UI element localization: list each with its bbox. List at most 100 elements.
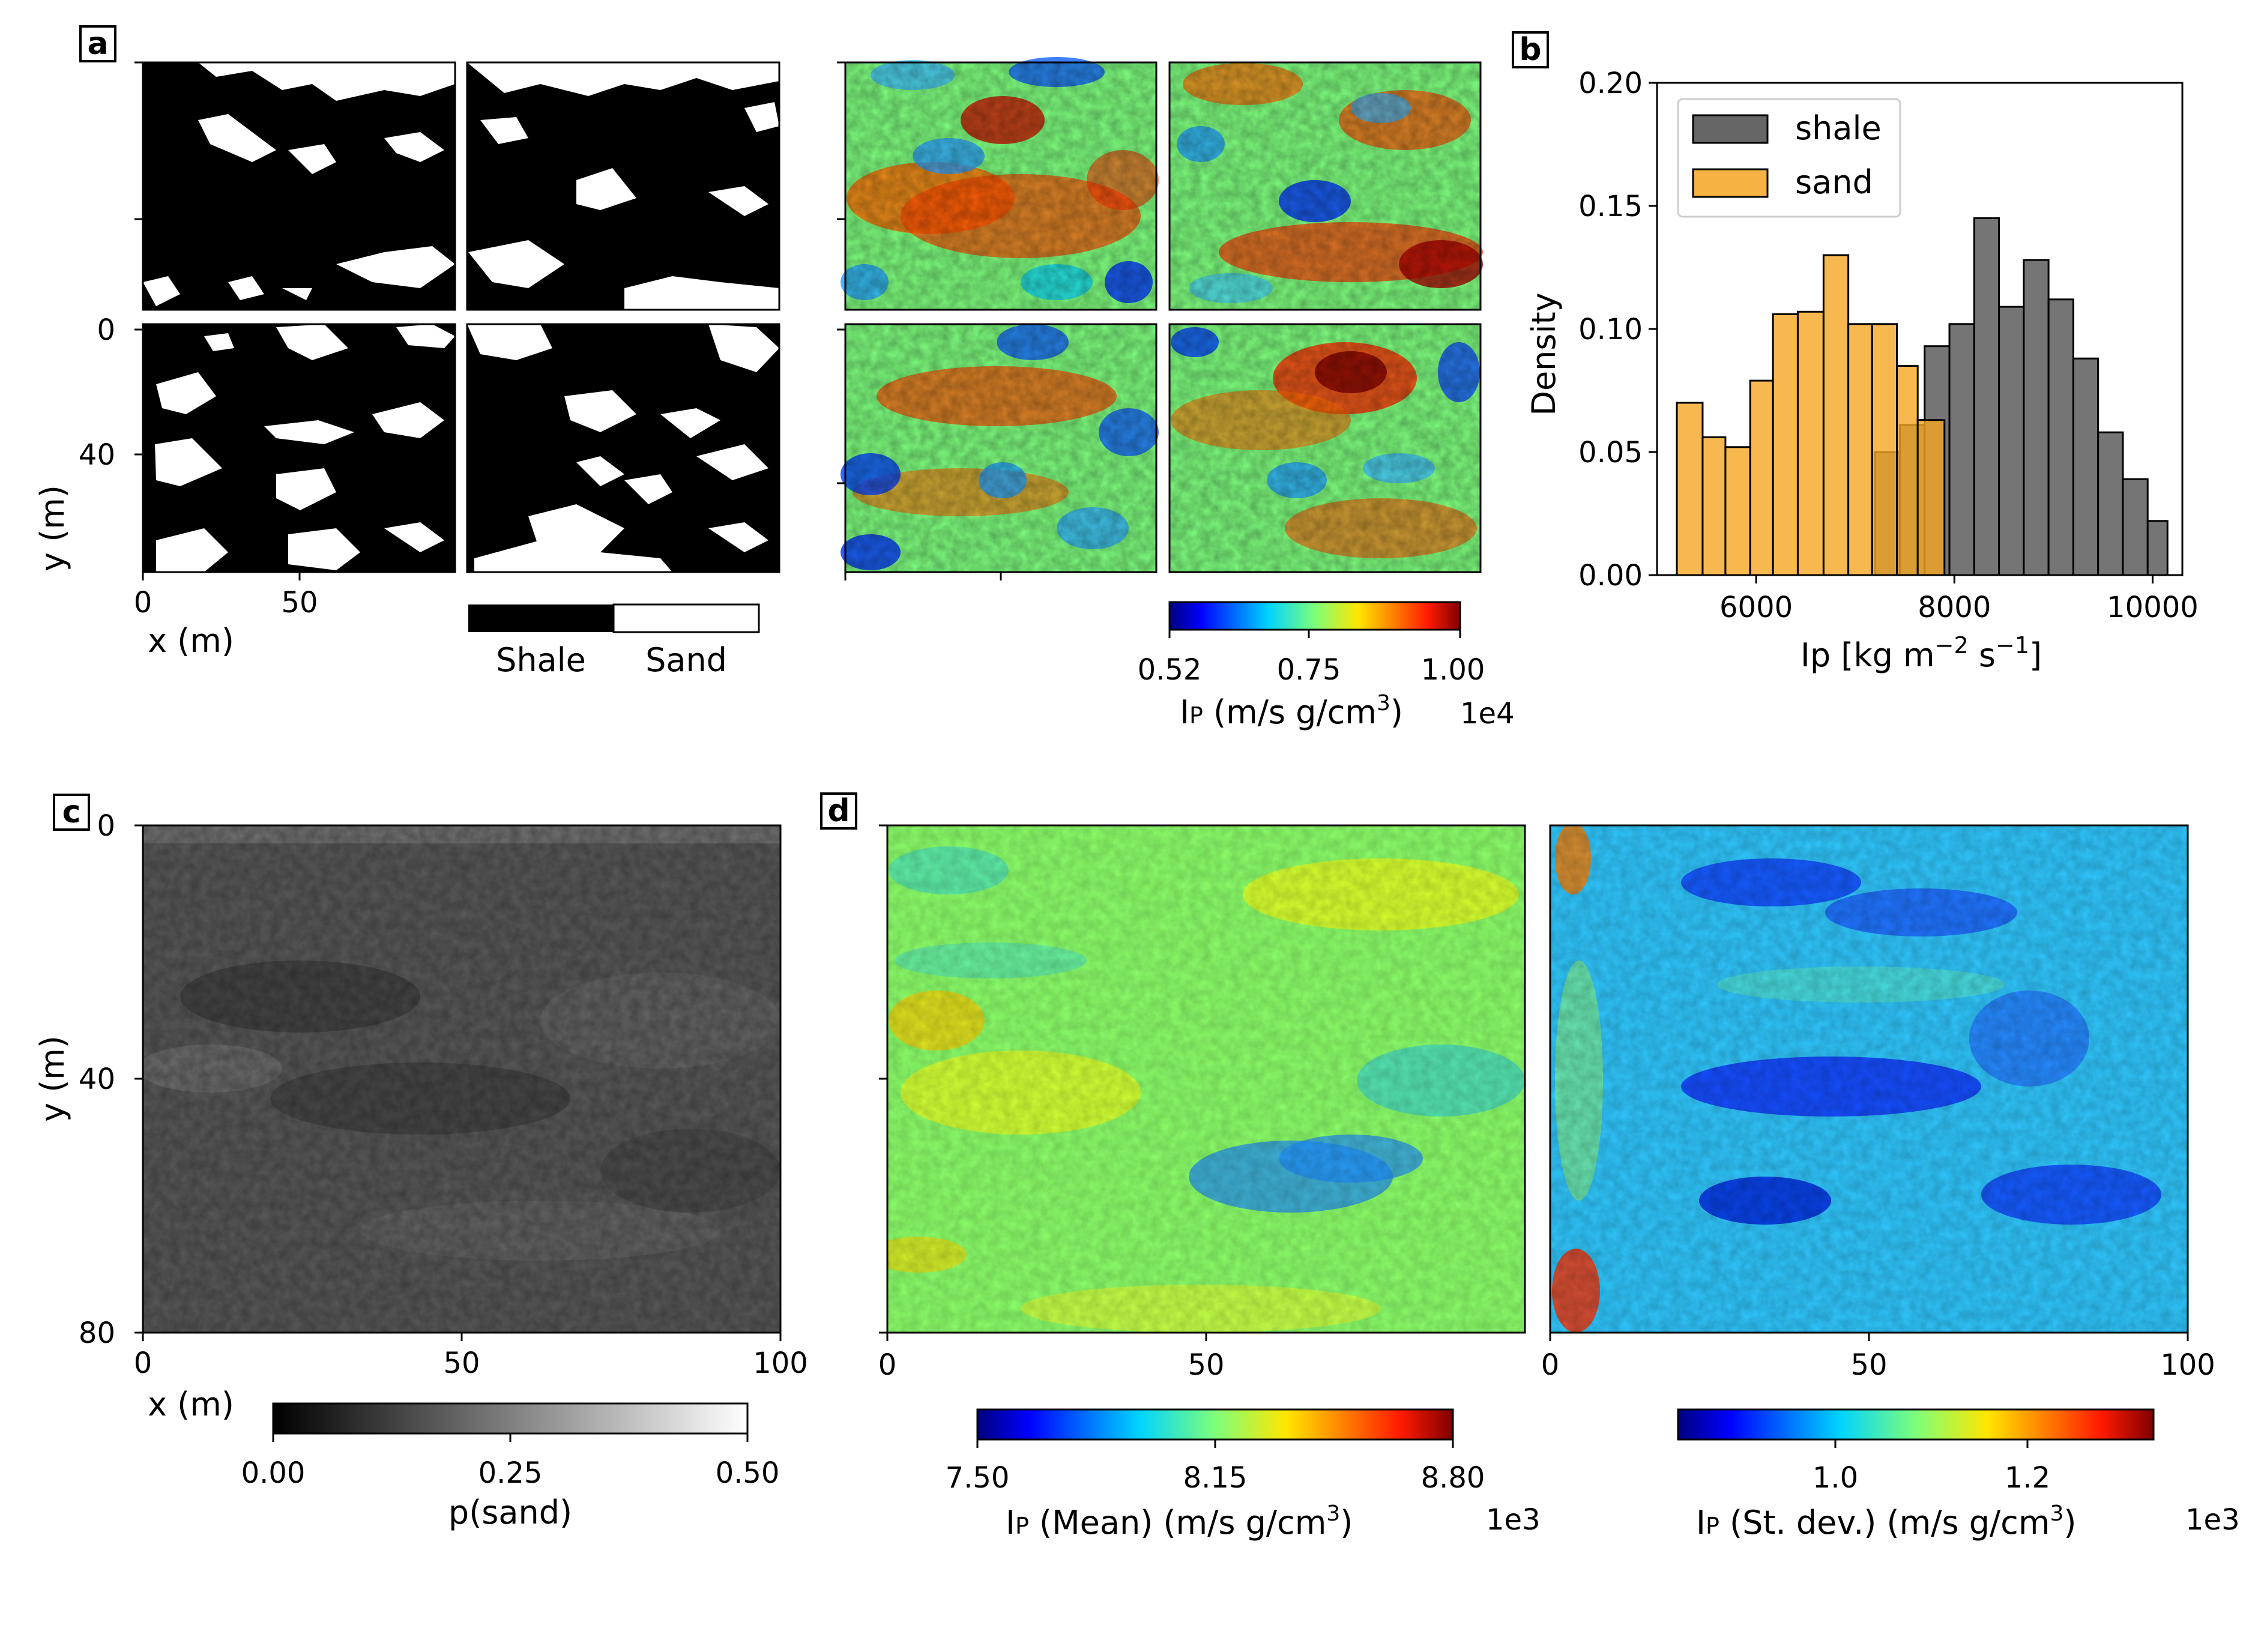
panel-b-letter: b (1519, 32, 1541, 68)
legend-sand-swatch (1692, 168, 1769, 198)
ip-mean-colorbar-tick-1: 8.15 (1183, 1461, 1248, 1495)
histogram-bar-shale (1998, 306, 2025, 576)
ip-std-colorbar-tick-1: 1.2 (2005, 1461, 2050, 1495)
histogram-legend: shale sand (1677, 98, 1901, 218)
panel-c-ylabel: y (m) (34, 1036, 71, 1122)
histogram-ylabel: Density (1525, 292, 1563, 415)
panel-d-std-xtick-100: 100 (2160, 1348, 2215, 1382)
psand-colorbar-tick-0: 0.00 (241, 1456, 306, 1490)
histogram-ytick-label: 0.15 (1578, 190, 1643, 223)
panel-a-ylabel: y (m) (34, 485, 71, 571)
histogram-ytick-label: 0.05 (1578, 436, 1643, 469)
ip-colorbar-label: IP (m/s g/cm3) (1180, 691, 1403, 731)
histogram-bar-shale (2146, 520, 2169, 576)
panel-b-label-box (1512, 31, 1549, 68)
facies-realization-2 (467, 62, 779, 310)
ip-std-colorbar-offset: 1e3 (2185, 1503, 2240, 1537)
ip-mean-colorbar-offset: 1e3 (1486, 1503, 1541, 1537)
facies-realization-3 (143, 324, 455, 572)
panel-a-xtick-50: 50 (281, 586, 318, 620)
histogram-bar-shale (1973, 217, 2000, 576)
shale-swatch (468, 604, 614, 632)
panel-a-xlabel: x (m) (148, 622, 234, 660)
panel-d-letter: d (827, 793, 850, 829)
histogram-bar-shale (2072, 357, 2099, 576)
psand-colorbar: 0.00 0.25 0.50 p(sand) (241, 1402, 780, 1531)
panel-a-label-box (79, 25, 116, 62)
histogram-y-axis: 0.00 0.05 0.10 0.15 0.20 (1578, 67, 1657, 592)
panel-a: a (34, 25, 1515, 731)
histogram-bar-sand (1847, 323, 1873, 576)
panel-d-mean-xtick-50: 50 (1188, 1348, 1224, 1382)
ip-colorbar-offset: 1e4 (1460, 697, 1515, 731)
panel-c-letter: c (62, 794, 81, 830)
histogram-xlabel: Ip [kg m−2 s−1] (1801, 632, 2042, 674)
panel-a-letter: a (87, 26, 108, 62)
panel-c-ytick-40: 40 (79, 1063, 115, 1096)
ip-colorbar: 0.52 0.75 1.00 IP (m/s g/cm3) 1e4 (1138, 601, 1515, 731)
panel-a-xtick-0: 0 (134, 586, 152, 620)
histogram-bar-sand (1871, 323, 1898, 576)
panel-d-label-box (820, 792, 857, 830)
histogram-bar-shale (2122, 478, 2149, 576)
ip-std-colorbar-label: IP (St. dev.) (m/s g/cm3) (1696, 1501, 2076, 1542)
panel-a-x-axis: 0 50 x (m) (134, 572, 318, 660)
histogram-x-axis: 6000 8000 10000 (1719, 575, 2199, 624)
shale-legend-label: Shale (496, 641, 586, 679)
histogram-ytick-label: 0.10 (1578, 313, 1643, 346)
histogram-bar-sand (1822, 254, 1850, 576)
panel-c-xtick-0: 0 (134, 1346, 152, 1380)
legend-sand-label: sand (1795, 163, 1873, 201)
panel-a-ytick-40: 40 (79, 438, 115, 472)
panel-d-std-xtick-50: 50 (1850, 1348, 1887, 1382)
ip-std-colorbar-tick-0: 1.0 (1813, 1461, 1858, 1495)
panel-a-y-axis: 0 40 y (m) (34, 61, 143, 571)
ip-realization-4 (1170, 324, 1481, 572)
ip-std-colorbar: 1.0 1.2 IP (St. dev.) (m/s g/cm3) 1e3 (1677, 1408, 2240, 1542)
panel-c: c 0 40 80 y (m) 0 50 100 x (m) (34, 794, 808, 1531)
ip-colorbar-tick-2: 1.00 (1421, 653, 1485, 687)
panel-d-mean-xtick-0: 0 (878, 1348, 897, 1382)
histogram-bar-shale (2047, 298, 2074, 576)
panel-c-xtick-100: 100 (753, 1346, 808, 1380)
ip-colorbar-tick-1: 0.75 (1277, 653, 1341, 687)
histogram-xtick-label: 6000 (1719, 591, 1793, 624)
ip-mean-colorbar-tick-2: 8.80 (1421, 1461, 1485, 1495)
histogram-bar-sand (1896, 365, 1919, 576)
histogram-bar-shale (2097, 431, 2124, 576)
ip-mean-colorbar: 7.50 8.15 8.80 IP (Mean) (m/s g/cm3) 1e3 (946, 1408, 1541, 1542)
ip-std-map (1550, 825, 2188, 1333)
histogram-xtick-label: 10000 (2107, 591, 2199, 624)
ip-realization-2 (1170, 62, 1483, 310)
histogram-bar-shale (2023, 259, 2050, 576)
histogram-bar-sand (1916, 419, 1946, 576)
panel-d-std-xtick-0: 0 (1541, 1348, 1560, 1382)
psand-map (143, 825, 780, 1333)
ip-mean-colorbar-tick-0: 7.50 (946, 1461, 1010, 1495)
panel-c-ytick-80: 80 (79, 1316, 115, 1350)
histogram-bar-sand (1749, 379, 1774, 576)
psand-colorbar-tick-2: 0.50 (716, 1456, 780, 1490)
psand-colorbar-tick-1: 0.25 (478, 1456, 543, 1490)
panel-c-xtick-50: 50 (443, 1346, 480, 1380)
ip-realization-3 (841, 324, 1159, 572)
panel-d: d 0 50 (820, 792, 2240, 1542)
histogram-bar-sand (1676, 402, 1704, 576)
facies-realization-4 (467, 324, 779, 572)
legend-shale-label: shale (1795, 109, 1882, 147)
ip-mean-map (887, 825, 1525, 1333)
histogram-bar-sand (1796, 310, 1825, 576)
panel-c-label-box (53, 794, 90, 831)
panel-a-ytick-0: 0 (97, 313, 115, 347)
histogram-xtick-label: 8000 (1918, 591, 1991, 624)
psand-colorbar-label: p(sand) (448, 1494, 572, 1531)
histogram-bar-sand (1724, 446, 1751, 576)
facies-realization-1 (143, 62, 455, 310)
ip-colorbar-tick-0: 0.52 (1138, 653, 1202, 687)
facies-colorbar: Shale Sand (468, 603, 760, 679)
histogram-bar-sand (1701, 436, 1727, 576)
histogram-bar-sand (1772, 313, 1799, 576)
histogram-bars (1676, 217, 2169, 576)
histogram-ytick-label: 0.00 (1578, 559, 1643, 592)
